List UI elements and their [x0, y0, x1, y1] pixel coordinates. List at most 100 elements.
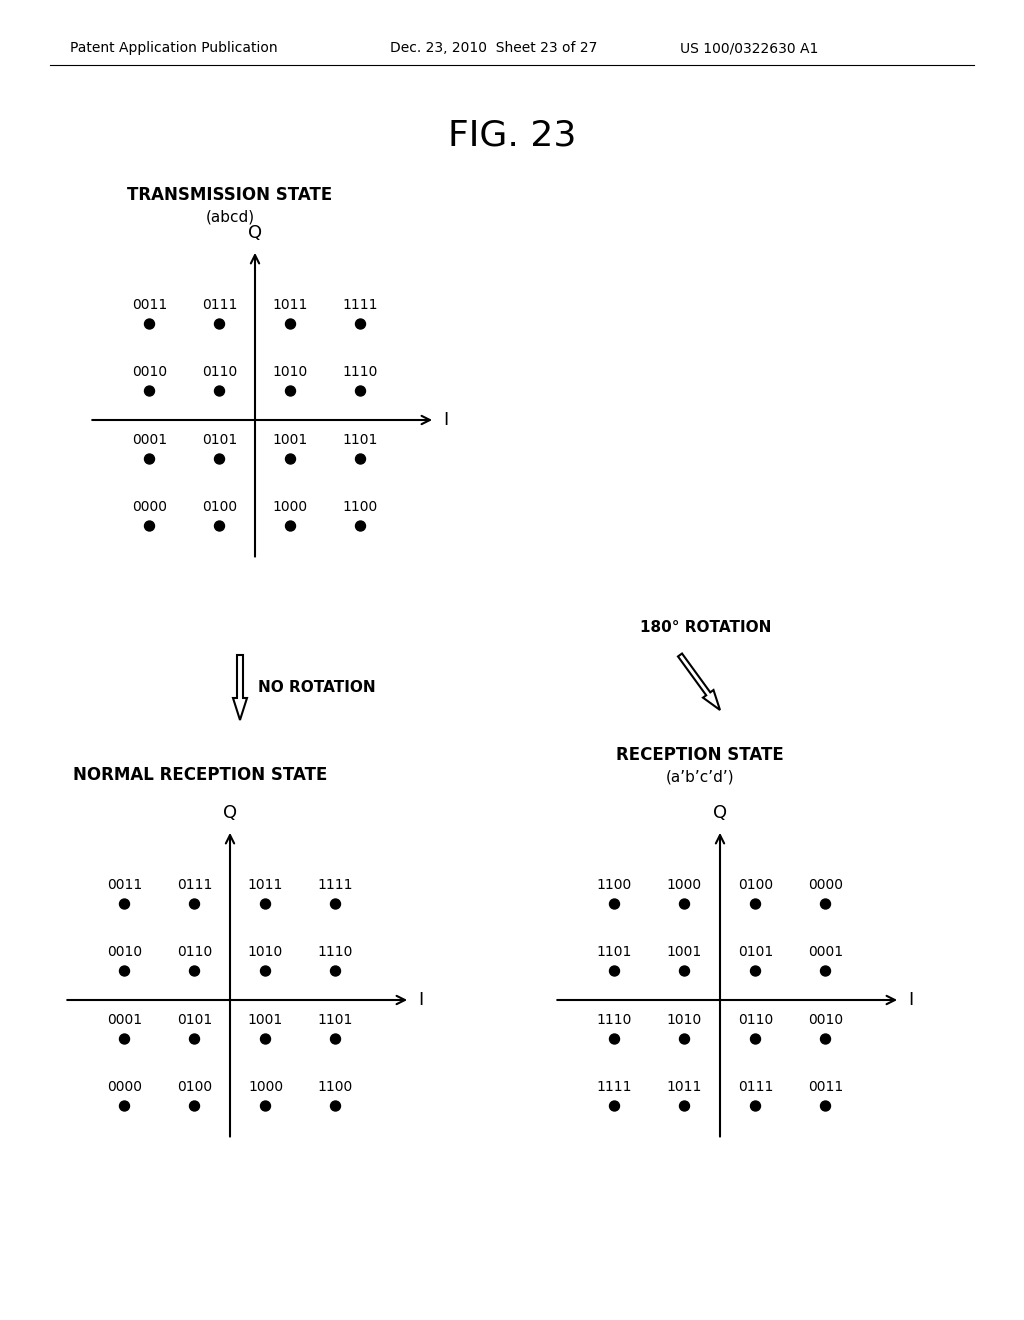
Circle shape [260, 966, 270, 975]
Text: 0111: 0111 [202, 298, 238, 312]
Text: 1110: 1110 [597, 1012, 632, 1027]
Text: 1100: 1100 [343, 500, 378, 513]
Circle shape [144, 385, 155, 396]
Circle shape [680, 1034, 689, 1044]
Text: 0011: 0011 [808, 1080, 843, 1094]
Text: I: I [418, 991, 423, 1008]
Circle shape [120, 1034, 129, 1044]
Circle shape [820, 899, 830, 909]
Circle shape [680, 966, 689, 975]
Text: 0011: 0011 [106, 878, 142, 892]
Text: Patent Application Publication: Patent Application Publication [70, 41, 278, 55]
Text: 1000: 1000 [248, 1080, 283, 1094]
Text: 1101: 1101 [343, 433, 378, 447]
Circle shape [355, 319, 366, 329]
Circle shape [820, 1034, 830, 1044]
Text: 1001: 1001 [667, 945, 702, 960]
Text: 1111: 1111 [343, 298, 378, 312]
Circle shape [355, 521, 366, 531]
Circle shape [609, 1034, 620, 1044]
Text: Q: Q [223, 804, 238, 822]
Circle shape [680, 1101, 689, 1111]
Text: FIG. 23: FIG. 23 [447, 117, 577, 152]
Circle shape [751, 966, 761, 975]
Text: 0010: 0010 [106, 945, 142, 960]
Text: (abcd): (abcd) [206, 210, 255, 224]
Text: (a’b’c’d’): (a’b’c’d’) [666, 770, 734, 784]
Text: 1111: 1111 [597, 1080, 632, 1094]
Text: 0101: 0101 [738, 945, 773, 960]
Circle shape [189, 966, 200, 975]
Text: 0100: 0100 [202, 500, 238, 513]
Circle shape [331, 899, 341, 909]
Circle shape [331, 1101, 341, 1111]
Text: RECEPTION STATE: RECEPTION STATE [616, 746, 784, 764]
Text: 1011: 1011 [667, 1080, 702, 1094]
Circle shape [120, 966, 129, 975]
Text: 0000: 0000 [106, 1080, 142, 1094]
Circle shape [331, 1034, 341, 1044]
Circle shape [214, 454, 224, 465]
Text: 0111: 0111 [177, 878, 212, 892]
Text: 0101: 0101 [177, 1012, 212, 1027]
Circle shape [189, 1034, 200, 1044]
Circle shape [609, 1101, 620, 1111]
Text: 0000: 0000 [132, 500, 167, 513]
Text: 0001: 0001 [132, 433, 167, 447]
Circle shape [751, 1101, 761, 1111]
Text: 0001: 0001 [106, 1012, 142, 1027]
Circle shape [609, 899, 620, 909]
Circle shape [214, 319, 224, 329]
Text: 0000: 0000 [808, 878, 843, 892]
Text: TRANSMISSION STATE: TRANSMISSION STATE [127, 186, 333, 205]
Circle shape [751, 899, 761, 909]
Circle shape [331, 966, 341, 975]
Circle shape [820, 1101, 830, 1111]
Text: I: I [443, 411, 449, 429]
Circle shape [820, 966, 830, 975]
Polygon shape [678, 653, 720, 710]
Circle shape [680, 899, 689, 909]
Text: Q: Q [248, 224, 262, 242]
Text: 0010: 0010 [132, 366, 167, 379]
Circle shape [355, 454, 366, 465]
Text: 0110: 0110 [177, 945, 212, 960]
Circle shape [120, 899, 129, 909]
Text: 0001: 0001 [808, 945, 843, 960]
Text: I: I [908, 991, 913, 1008]
Text: 1101: 1101 [317, 1012, 353, 1027]
Text: US 100/0322630 A1: US 100/0322630 A1 [680, 41, 818, 55]
Text: NORMAL RECEPTION STATE: NORMAL RECEPTION STATE [73, 766, 328, 784]
Text: NO ROTATION: NO ROTATION [258, 681, 376, 696]
Circle shape [144, 521, 155, 531]
Circle shape [214, 521, 224, 531]
Text: Dec. 23, 2010  Sheet 23 of 27: Dec. 23, 2010 Sheet 23 of 27 [390, 41, 597, 55]
Text: 1001: 1001 [248, 1012, 283, 1027]
Text: 1000: 1000 [667, 878, 702, 892]
Text: 0110: 0110 [738, 1012, 773, 1027]
Text: 0100: 0100 [177, 1080, 212, 1094]
Text: 1111: 1111 [317, 878, 353, 892]
Circle shape [751, 1034, 761, 1044]
Text: 1110: 1110 [343, 366, 378, 379]
Text: 1001: 1001 [272, 433, 308, 447]
Text: Q: Q [713, 804, 727, 822]
Circle shape [355, 385, 366, 396]
Circle shape [260, 1034, 270, 1044]
Text: 1011: 1011 [248, 878, 284, 892]
Circle shape [144, 319, 155, 329]
Text: 0110: 0110 [202, 366, 238, 379]
Text: 1010: 1010 [272, 366, 308, 379]
Text: 0010: 0010 [808, 1012, 843, 1027]
Text: 1110: 1110 [317, 945, 353, 960]
Circle shape [286, 521, 296, 531]
Circle shape [260, 1101, 270, 1111]
Circle shape [189, 1101, 200, 1111]
Circle shape [286, 454, 296, 465]
Text: 1100: 1100 [317, 1080, 353, 1094]
Text: 0011: 0011 [132, 298, 167, 312]
Text: 0100: 0100 [738, 878, 773, 892]
Circle shape [286, 319, 296, 329]
Text: 1100: 1100 [597, 878, 632, 892]
Circle shape [144, 454, 155, 465]
